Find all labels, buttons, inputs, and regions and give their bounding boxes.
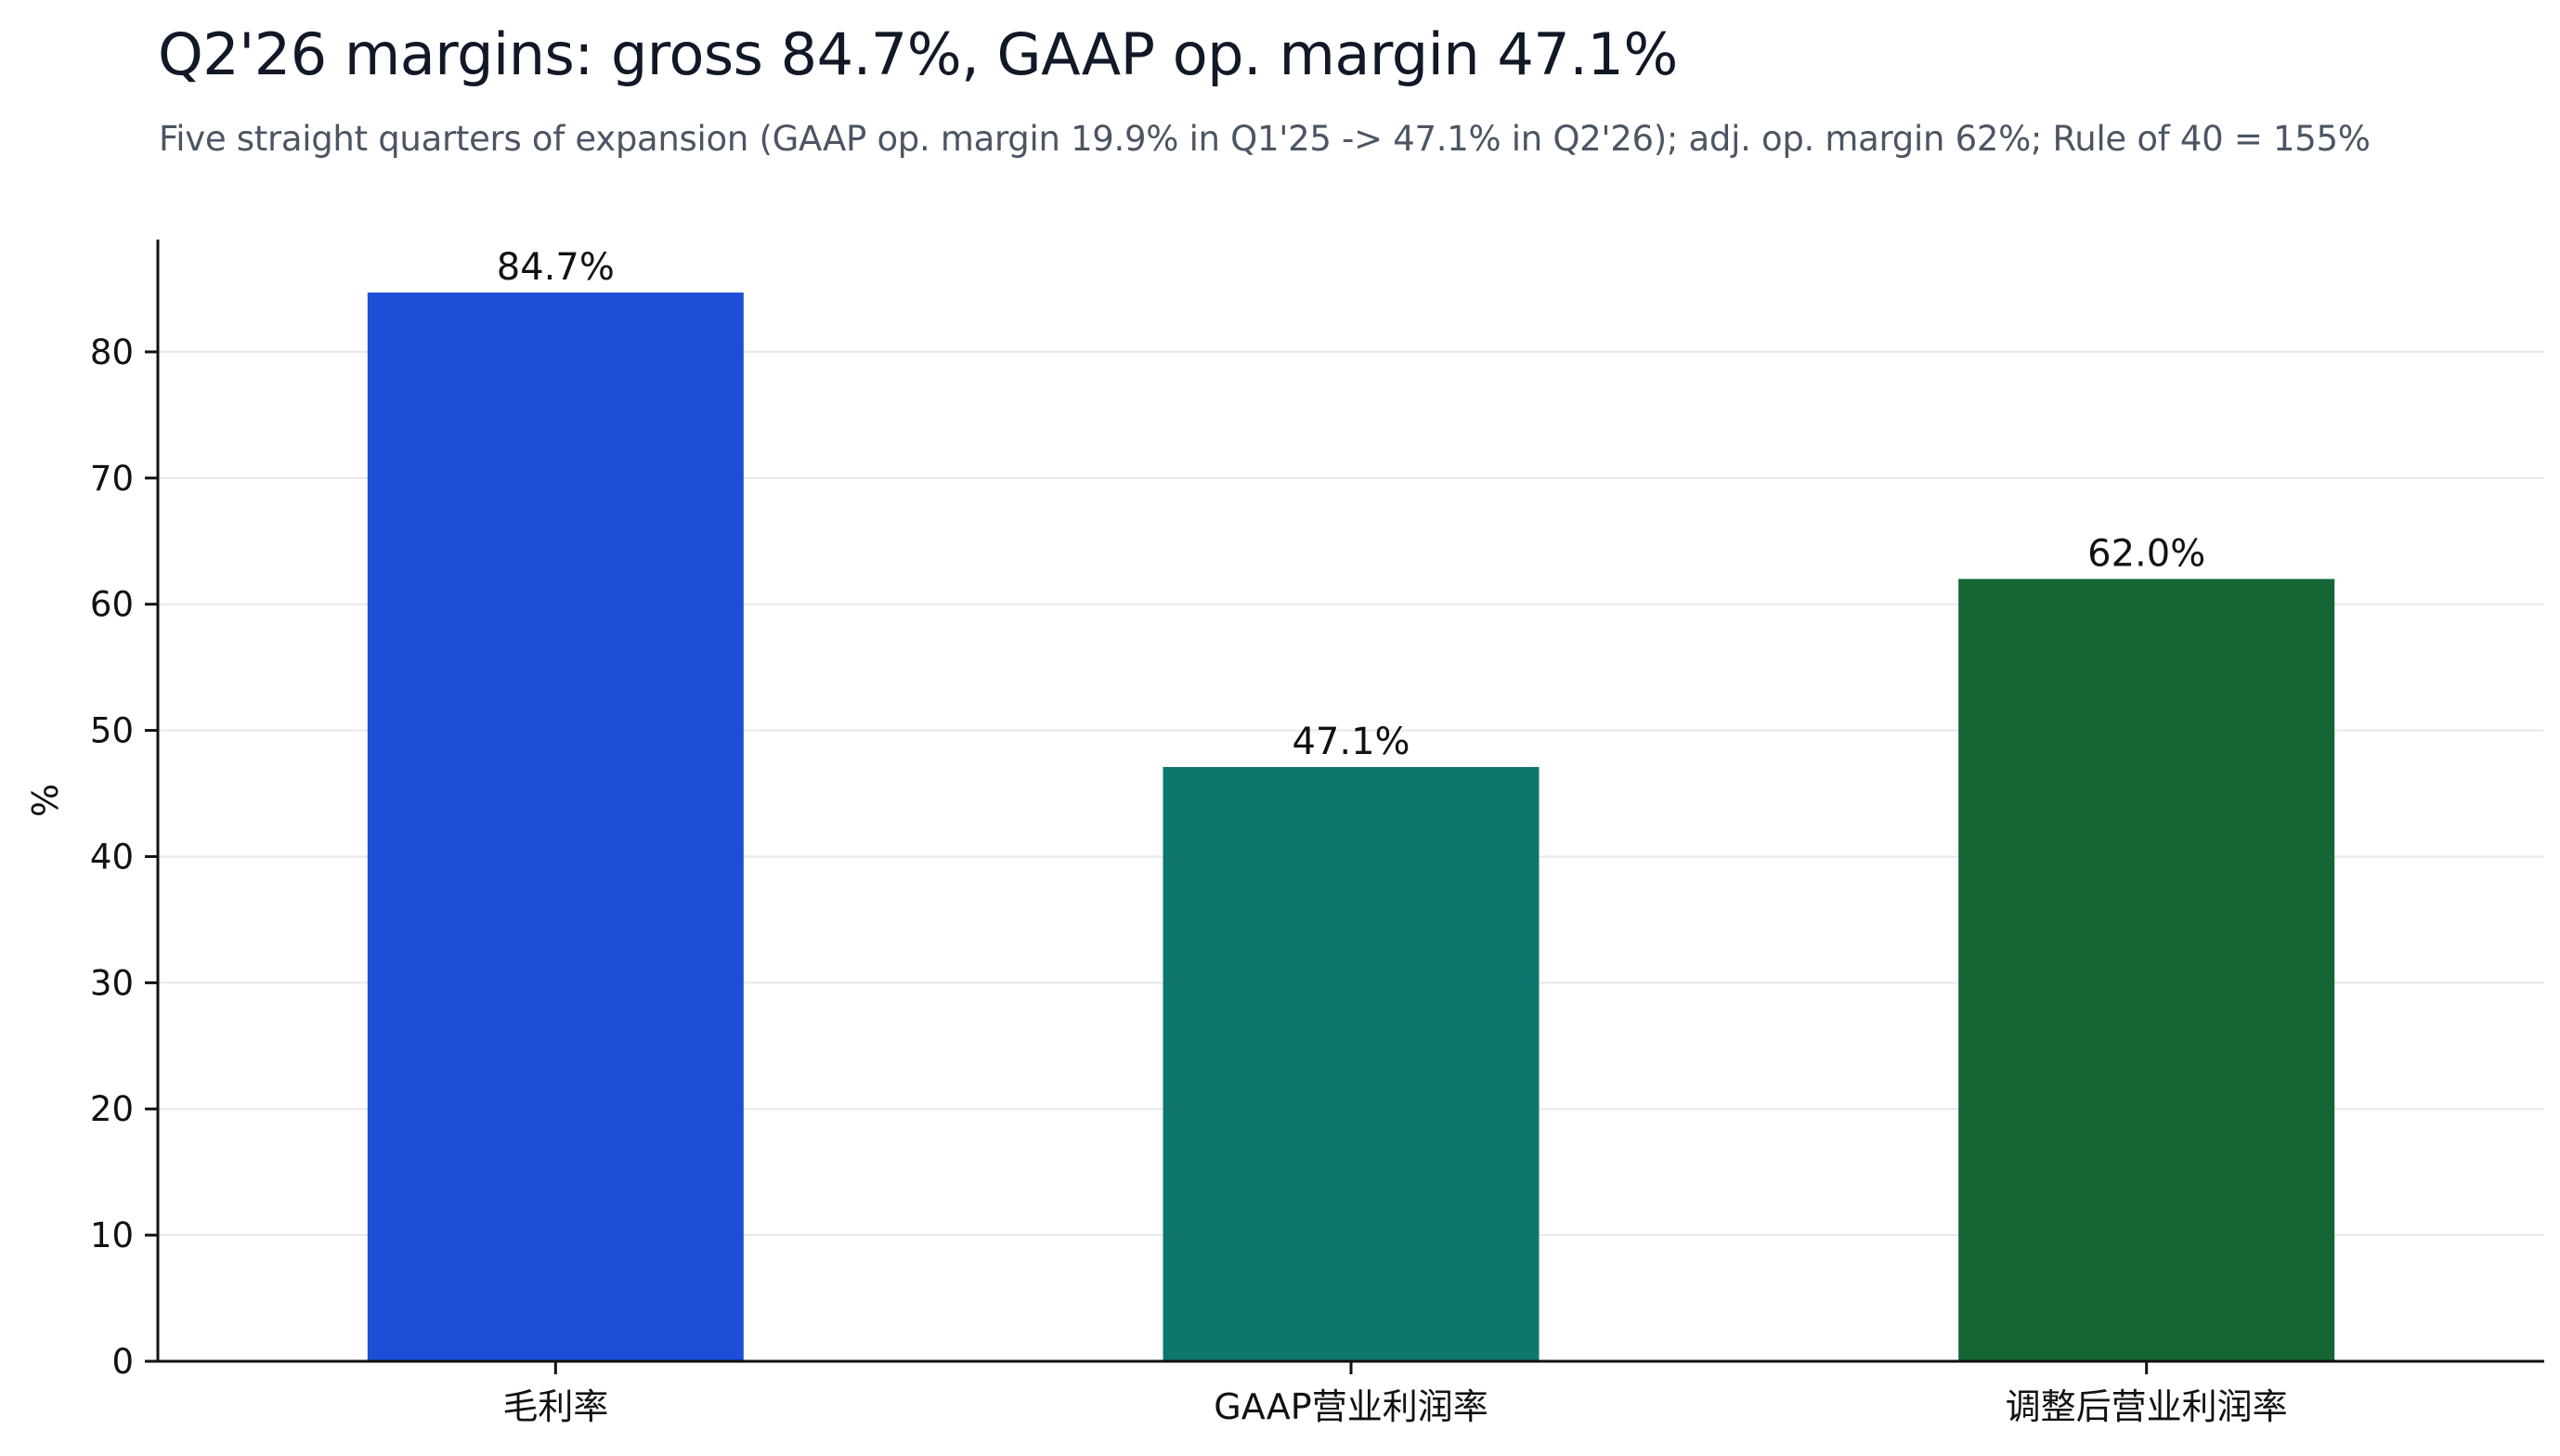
y-tick-label: 30	[90, 963, 134, 1003]
bar	[367, 292, 744, 1362]
y-tick-label: 60	[90, 585, 134, 625]
x-tick-labels: 毛利率 GAAP营业利润率 调整后营业利润率	[502, 1361, 2288, 1427]
chart-title: Q2'26 margins: gross 84.7%, GAAP op. mar…	[158, 20, 1678, 88]
x-tick-label: 调整后营业利润率	[2006, 1386, 2288, 1427]
bar	[1163, 766, 1540, 1361]
y-tick-label: 20	[90, 1089, 134, 1129]
y-ticks: 0 10 20 30 40 50 60 70 80	[90, 332, 158, 1382]
data-label: 62.0%	[2087, 533, 2205, 576]
y-tick-label: 80	[90, 332, 134, 372]
data-labels: 84.7% 47.1% 62.0%	[497, 246, 2205, 763]
y-axis-label: %	[25, 784, 66, 817]
chart-subtitle: Five straight quarters of expansion (GAA…	[159, 119, 2371, 159]
y-tick-label: 10	[90, 1216, 134, 1255]
x-tick-label: GAAP营业利润率	[1214, 1386, 1488, 1427]
data-label: 84.7%	[497, 246, 615, 289]
y-tick-label: 50	[90, 711, 134, 751]
bars	[367, 292, 2335, 1362]
data-label: 47.1%	[1292, 721, 1410, 763]
y-tick-label: 0	[111, 1342, 134, 1382]
y-tick-label: 70	[90, 459, 134, 499]
x-tick-label: 毛利率	[502, 1386, 608, 1427]
bar	[1958, 578, 2335, 1361]
y-tick-label: 40	[90, 837, 134, 877]
